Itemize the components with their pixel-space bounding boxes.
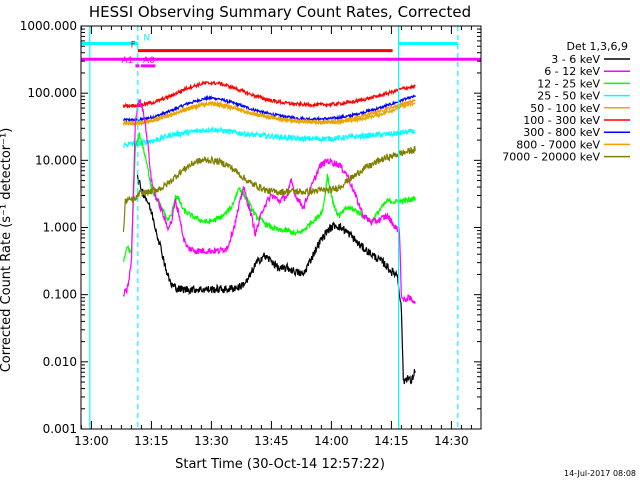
legend-label-2: 6 - 12 keV [544, 65, 600, 78]
plot-area: NF A1 A0 [81, 26, 481, 429]
legend-label-3: 12 - 25 keV [537, 77, 600, 90]
y-tick-label: 100.000 [27, 86, 77, 100]
y-tick-label: 0.010 [43, 355, 77, 369]
x-tick-label: 14:30 [434, 434, 469, 448]
series-line-6 [122, 80, 416, 109]
flag-label-a1: A1 [122, 56, 134, 66]
series-line-7 [122, 94, 416, 123]
y-tick-label: 1.000 [43, 221, 77, 235]
series-line-4 [123, 125, 416, 148]
legend-label-7: 300 - 800 keV [523, 126, 600, 139]
y-tick-label: 0.100 [43, 288, 77, 302]
legend-label-4: 25 - 50 keV [537, 90, 600, 103]
legend-title: Det 1,3,6,9 [566, 40, 628, 53]
x-tick-label: 14:15 [374, 434, 409, 448]
y-tick-label: 0.001 [43, 422, 77, 436]
y-tick-label: 10.000 [35, 153, 77, 167]
flag-label-f: F [131, 41, 136, 51]
legend-label-1: 3 - 6 keV [551, 53, 600, 66]
date-stamp: 14-Jul-2017 08:08 [564, 469, 636, 478]
plot-frame [80, 25, 482, 430]
y-axis-label: Corrected Count Rate (s⁻¹ detector⁻¹) [0, 128, 14, 373]
series-line-9 [122, 145, 416, 232]
legend-label-9: 7000 - 20000 keV [502, 151, 600, 164]
x-tick-label: 13:45 [254, 434, 289, 448]
x-tick-label: 13:15 [134, 434, 169, 448]
legend-label-6: 100 - 300 keV [523, 114, 600, 127]
legend-label-8: 800 - 7000 keV [516, 138, 600, 151]
x-axis-label: Start Time (30-Oct-14 12:57:22) [175, 457, 385, 472]
flag-label-a0: A0 [143, 56, 155, 66]
flag-label-n: N [143, 33, 150, 43]
series-line-1 [136, 174, 416, 385]
x-tick-label: 13:30 [194, 434, 229, 448]
y-tick-label: 1000.000 [20, 19, 77, 33]
chart-title: HESSI Observing Summary Count Rates, Cor… [89, 3, 471, 21]
series-line-2 [122, 99, 416, 304]
series-line-5 [122, 101, 416, 127]
x-tick-label: 13:00 [74, 434, 109, 448]
legend-label-5: 50 - 100 keV [530, 102, 600, 115]
x-tick-label: 14:00 [314, 434, 349, 448]
axes: 0.001 0.010 0.100 1.000 10.000 100.000 1000.00… [20, 19, 482, 448]
